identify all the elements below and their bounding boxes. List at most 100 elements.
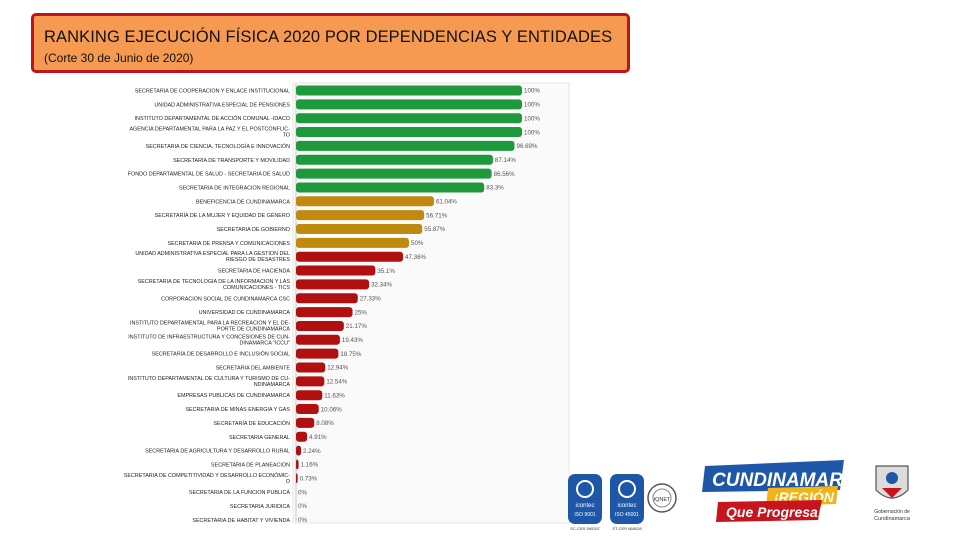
svg-text:icontec: icontec xyxy=(575,503,594,509)
icontec-iso45001-logo: icontec ISO 45001 ST-CER 668028 xyxy=(610,474,644,531)
bar xyxy=(296,376,325,387)
bar xyxy=(296,113,522,124)
category-label: SECRETARIA DE PRENSA Y COMUNICACIONES xyxy=(167,241,290,247)
value-label: 96.69% xyxy=(517,143,538,150)
bar xyxy=(296,251,404,262)
value-label: 12.54% xyxy=(326,379,347,386)
bar xyxy=(296,362,326,373)
category-label: SECRETARÍA DE EDUCACIÓN xyxy=(213,420,290,427)
svg-text:IQNET: IQNET xyxy=(654,497,671,503)
bar xyxy=(296,224,423,234)
value-label: 61.04% xyxy=(436,199,457,206)
category-label-line: AGENCIA DEPARTAMENTAL PARA LA PAZ Y EL P… xyxy=(129,127,290,133)
bar xyxy=(296,265,376,276)
category-label: SECRETARIA DE HACIENDA xyxy=(218,269,290,275)
category-label-line: SECRETARIA DE TECNOLOGIA DE LA INFORMACI… xyxy=(138,279,291,285)
category-label: SECRETARIA DE COMPETITIVIDAD Y DESARROLL… xyxy=(124,472,290,485)
category-label: SECRETARIA DE GOBIERNO xyxy=(217,227,290,233)
bar xyxy=(296,431,308,442)
footer-logos: icontec ISO 9001 SC-CER 565357 icontec I… xyxy=(568,460,911,531)
category-label: SECRETARIA DE TECNOLOGIA DE LA INFORMACI… xyxy=(138,279,291,291)
category-label: SECRETARIA DE MINAS ENERGIA Y GAS xyxy=(185,407,290,413)
value-label: 47.36% xyxy=(405,254,426,261)
category-label: SECRETARIA DE AGRICULTURA Y DESARROLLO R… xyxy=(145,449,290,455)
value-label: 4.91% xyxy=(309,434,327,441)
category-label: EMPRESAS PUBLICAS DE CUNDINAMARCA xyxy=(177,393,290,399)
bar xyxy=(296,293,358,304)
value-label: 12.94% xyxy=(327,365,348,372)
category-label-line: INSTITUTO DE INFRAESTRUCTURA Y CONCESION… xyxy=(128,334,290,340)
category-label: SECRETARIA DE HABITAT Y VIVIENDA xyxy=(192,518,290,524)
svg-text:Que Progresa!: Que Progresa! xyxy=(726,504,823,520)
category-label: SECRETARIA GENERAL xyxy=(229,435,290,441)
value-label: 10.06% xyxy=(321,406,342,413)
category-label: BENEFICENCIA DE CUNDINAMARCA xyxy=(196,199,290,205)
bar xyxy=(296,445,302,456)
category-label: UNIVERSIDAD DE CUNDINAMARCA xyxy=(199,310,291,316)
bar xyxy=(296,127,522,138)
value-label: 11.63% xyxy=(324,392,345,399)
bar xyxy=(296,334,340,345)
category-label: SECRETARÍA DE TRANSPORTE Y MOVILIDAD xyxy=(173,157,290,164)
category-label: CORPORACION SOCIAL DE CUNDINAMARCA CSC xyxy=(161,296,290,302)
title-box: RANKING EJECUCIÓN FÍSICA 2020 POR DEPEND… xyxy=(31,13,630,73)
category-label: SECRETARIA DE CIENCIA, TECNOLOGÍA E INNO… xyxy=(146,143,290,150)
bar xyxy=(296,168,492,179)
value-label: 19.43% xyxy=(342,337,363,344)
value-label: 56.71% xyxy=(426,212,447,219)
value-label: 18.75% xyxy=(340,351,361,358)
value-label: 27.33% xyxy=(360,295,381,302)
value-label: 0% xyxy=(298,503,307,510)
page-title: RANKING EJECUCIÓN FÍSICA 2020 POR DEPEND… xyxy=(44,28,613,46)
value-label: 55.87% xyxy=(424,226,445,233)
bar xyxy=(296,237,409,248)
category-label-line: INSTITUTO DEPARTAMENTAL DE CULTURA Y TUR… xyxy=(128,376,290,382)
category-label: UNIDAD ADMINISTRATIVA ESPECIAL DE PENSIO… xyxy=(154,102,290,108)
iqnet-logo: IQNET xyxy=(647,483,677,513)
category-label-line: RIESGO DE DESASTRES xyxy=(226,257,291,263)
bar xyxy=(296,348,339,359)
category-label-line: TO xyxy=(283,133,290,139)
category-label: SECRETARIA JURIDICA xyxy=(230,504,291,510)
category-label: INSTITUTO DEPARTAMENTAL DE CULTURA Y TUR… xyxy=(128,376,291,388)
gobernacion-crest-logo: Gobernación de Cundinamarca xyxy=(874,465,911,522)
value-label: 100% xyxy=(524,102,540,109)
value-label: 87.14% xyxy=(495,157,516,164)
value-label: 1.16% xyxy=(301,462,319,469)
bar xyxy=(296,182,485,193)
svg-text:Gobernación de: Gobernación de xyxy=(874,509,910,515)
category-label: SECRETARIA DE LA FUNCION PUBLICA xyxy=(189,490,291,496)
category-label: SECRETARIA DE INTEGRACION REGIONAL xyxy=(179,185,290,191)
icontec-iso9001-logo: icontec ISO 9001 SC-CER 565357 xyxy=(568,474,602,531)
bar xyxy=(296,85,522,96)
value-label: 0% xyxy=(298,517,307,524)
category-label: INSTITUTO DEPARTAMENTAL DE ACCIÓN COMUNA… xyxy=(135,115,290,122)
svg-text:CUNDINAMARCA: CUNDINAMARCA xyxy=(712,470,870,491)
category-label-line: NDINAMARCA xyxy=(254,382,291,388)
value-label: 25% xyxy=(355,309,368,316)
value-label: 83.3% xyxy=(486,185,504,192)
category-label: SECRETARIA DE PLANEACION xyxy=(211,462,290,468)
bar xyxy=(296,320,344,331)
category-label: SECRETARIA DEL AMBIENTE xyxy=(216,366,291,372)
bar xyxy=(296,307,353,318)
value-label: 21.17% xyxy=(346,323,367,330)
category-label: INSTITUTO DE INFRAESTRUCTURA Y CONCESION… xyxy=(128,334,290,346)
value-label: 50% xyxy=(411,240,424,247)
category-label-line: DINAMARCA "ICCU" xyxy=(239,340,290,346)
page-subtitle: (Corte 30 de Junio de 2020) xyxy=(44,51,194,65)
bar xyxy=(296,99,522,110)
svg-text:ISO 45001: ISO 45001 xyxy=(615,512,639,518)
value-label: 86.56% xyxy=(494,171,515,178)
bar xyxy=(296,154,493,165)
svg-text:icontec: icontec xyxy=(617,503,636,509)
value-label: 0.73% xyxy=(300,476,318,483)
category-label: INSTITUTO DEPARTAMENTAL PARA LA RECREACI… xyxy=(130,320,290,332)
svg-text:ST-CER 668028: ST-CER 668028 xyxy=(612,526,642,531)
bar xyxy=(296,390,323,401)
bar xyxy=(296,459,299,470)
category-label-line: O xyxy=(286,479,290,485)
category-label: SECRETARÍA DE LA MUJER Y EQUIDAD DE GÉNE… xyxy=(155,212,290,219)
category-label: SECRETARÍA DE DESARROLLO E INCLUSIÓN SOC… xyxy=(152,351,290,358)
